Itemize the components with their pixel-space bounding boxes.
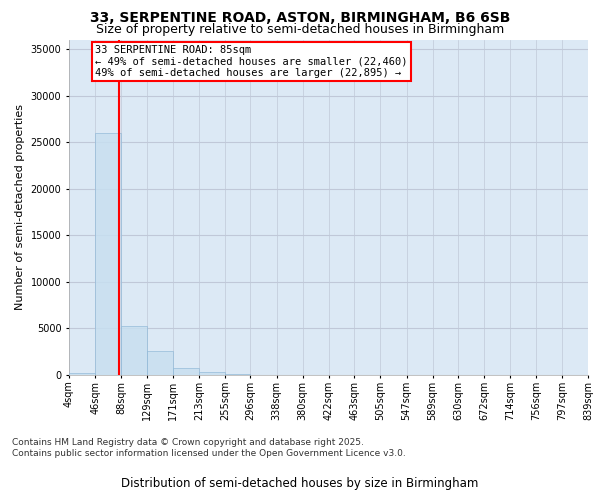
Text: Contains HM Land Registry data © Crown copyright and database right 2025.
Contai: Contains HM Land Registry data © Crown c… <box>12 438 406 458</box>
Bar <box>225 374 250 375</box>
Bar <box>199 372 225 375</box>
Y-axis label: Number of semi-detached properties: Number of semi-detached properties <box>15 104 25 310</box>
Text: 33, SERPENTINE ROAD, ASTON, BIRMINGHAM, B6 6SB: 33, SERPENTINE ROAD, ASTON, BIRMINGHAM, … <box>90 11 510 25</box>
Text: 33 SERPENTINE ROAD: 85sqm
← 49% of semi-detached houses are smaller (22,460)
49%: 33 SERPENTINE ROAD: 85sqm ← 49% of semi-… <box>95 44 407 78</box>
Bar <box>121 326 146 375</box>
Bar <box>173 368 199 375</box>
Text: Distribution of semi-detached houses by size in Birmingham: Distribution of semi-detached houses by … <box>121 477 479 490</box>
Bar <box>146 351 173 375</box>
Text: Size of property relative to semi-detached houses in Birmingham: Size of property relative to semi-detach… <box>96 22 504 36</box>
Bar <box>95 133 121 375</box>
Bar <box>69 373 95 375</box>
